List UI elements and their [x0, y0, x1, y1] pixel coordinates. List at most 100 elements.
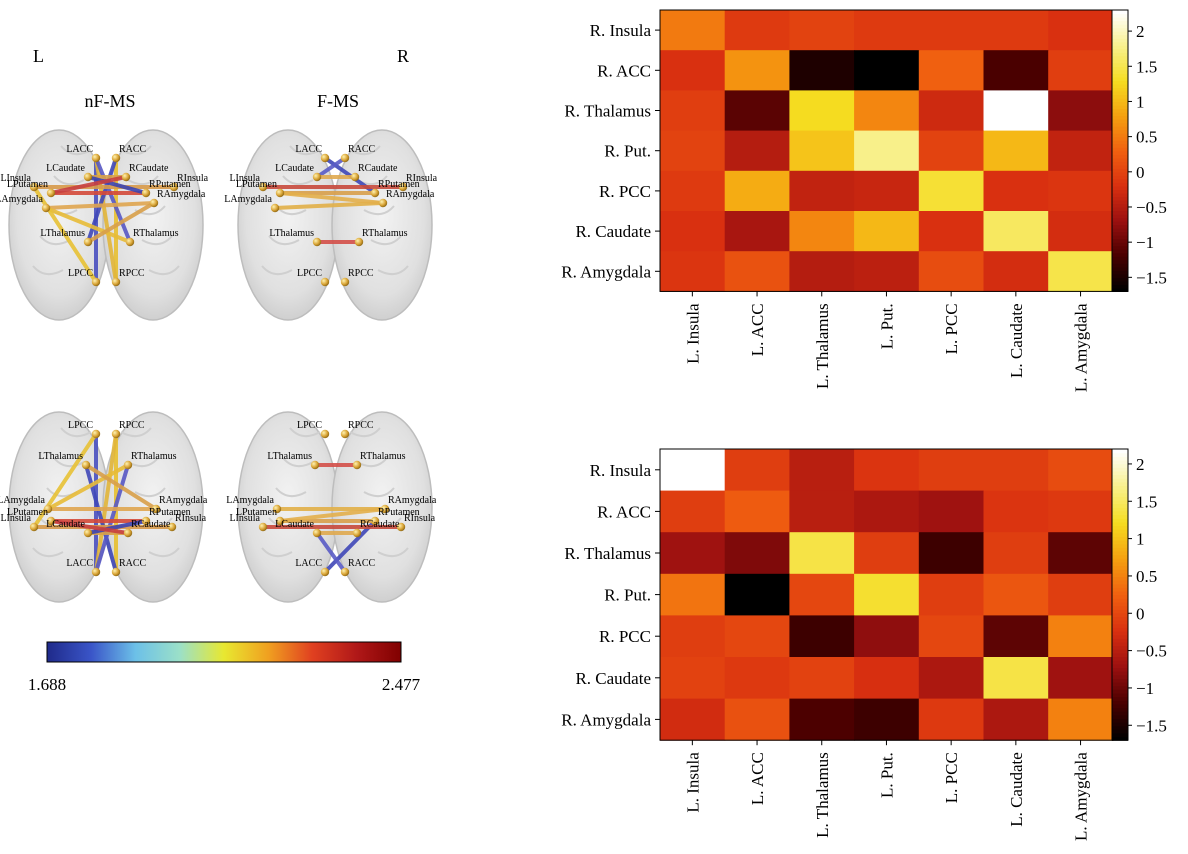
- colorbar-segment: [1112, 736, 1128, 741]
- brain-view-nf-bottom: LPCC RPCC LThalamus RThalamus LAmygdala RAmyg…: [0, 411, 208, 603]
- node-LThalamus: [81, 460, 91, 470]
- sulcus-line: [349, 145, 381, 156]
- colorbar-segment: [1112, 605, 1128, 610]
- heatmap-cell: [724, 211, 790, 252]
- node-label-LThalamus: LThalamus: [38, 451, 83, 462]
- node-RAmygdala: [378, 198, 388, 208]
- colorbar-segment: [1112, 228, 1128, 233]
- colorbar-segment: [1112, 507, 1128, 512]
- colorbar-segment: [1112, 572, 1128, 577]
- heatmap-cell: [660, 449, 726, 492]
- colorbar-segment: [1112, 489, 1128, 494]
- colorbar-segment: [1112, 667, 1128, 672]
- colorbar-segment: [1112, 707, 1128, 712]
- heatmap-cell: [983, 657, 1049, 700]
- colorbar-segment: [1112, 503, 1128, 508]
- sulcus-line: [261, 265, 293, 276]
- colorbar-segment: [1112, 203, 1128, 208]
- row-label: R. Caudate: [575, 222, 651, 241]
- heatmap-cell: [918, 211, 984, 252]
- node-LACC: [320, 567, 330, 577]
- sulcus-line: [141, 235, 173, 246]
- heatmap-panel: R. Insula R. ACC R. Thalamus R. Put. R. PCC R…: [561, 9, 1167, 841]
- colorbar-segment: [1112, 561, 1128, 567]
- colorbar-segment: [1112, 656, 1128, 661]
- colorbar-segment: [1112, 62, 1128, 67]
- heatmap-cell: [918, 573, 984, 616]
- colorbar-segment: [1112, 598, 1128, 603]
- colorbar-segment: [1112, 287, 1128, 292]
- heatmap-cell: [983, 211, 1049, 252]
- colorbar-segment: [1112, 55, 1128, 60]
- heatmap-colorbar: 2 1.5 1 0.5 0 −0.5 −1 −1.5: [1111, 9, 1167, 292]
- colorbar-segment: [1112, 20, 1128, 25]
- node-label-RPCC: RPCC: [348, 268, 374, 279]
- edge-colorbar-max: 2.477: [382, 675, 421, 694]
- node-RPCC: [111, 429, 121, 439]
- heatmap-cell: [660, 10, 726, 51]
- colorbar-segment: [1112, 97, 1128, 103]
- colorbar-segment: [1112, 277, 1128, 282]
- node-label-LCaudate: LCaudate: [275, 519, 314, 530]
- node-LThalamus: [310, 460, 320, 470]
- node-label-RInsula: RInsula: [404, 513, 436, 524]
- brain-view-nf-top: LACC RACC LCaudate RCaudate LInsula RInsula LP…: [0, 129, 209, 321]
- heatmap-cell: [854, 251, 920, 292]
- colorbar-tick-label: 0: [1136, 604, 1145, 623]
- node-RThalamus: [123, 460, 133, 470]
- node-label-LCaudate: LCaudate: [46, 163, 85, 174]
- colorbar-segment: [1112, 689, 1128, 694]
- node-label-LACC: LACC: [295, 144, 322, 155]
- heatmap-cell: [660, 170, 726, 212]
- heatmap-cell: [854, 615, 920, 658]
- heatmap-cell: [660, 211, 726, 252]
- node-RPCC: [111, 277, 121, 287]
- node-label-LAmygdala: LAmygdala: [0, 194, 44, 205]
- colorbar-segment: [1112, 104, 1128, 110]
- heatmap-cell: [983, 698, 1049, 741]
- heatmap-cell: [660, 50, 726, 91]
- sulcus-line: [120, 427, 152, 438]
- heatmap-cell: [660, 130, 726, 172]
- node-LInsula: [258, 182, 268, 192]
- edge-LPutamen-RAmygdala: [278, 191, 385, 205]
- node-label-LThalamus: LThalamus: [269, 228, 314, 239]
- node-RInsula: [167, 522, 177, 532]
- colorbar-segment: [1112, 66, 1128, 71]
- f-ms-title: F-MS: [317, 91, 359, 111]
- colorbar-segment: [1112, 224, 1128, 229]
- colorbar-tick-label: 1: [1136, 92, 1145, 111]
- colorbar-segment: [1112, 485, 1128, 490]
- heatmap-cell: [789, 130, 855, 172]
- brain-view-f-top: LACC RACC LCaudate RCaudate LInsula RInsula LP…: [224, 129, 438, 321]
- heatmap-cell: [854, 657, 920, 700]
- colorbar-tick-label: 1.5: [1136, 57, 1157, 76]
- colorbar-segment: [1112, 199, 1128, 205]
- edge-LAmygdala-RThalamus: [46, 463, 130, 511]
- node-label-LAmygdala: LAmygdala: [0, 495, 46, 506]
- heatmap-cell: [918, 615, 984, 658]
- colorbar-segment: [1112, 41, 1128, 46]
- heatmap-cell: [1048, 573, 1114, 616]
- heatmap-1: R. Insula R. ACC R. Thalamus R. Put. R. PCC R…: [561, 9, 1167, 392]
- node-label-RCaudate: RCaudate: [129, 163, 169, 174]
- colorbar-segment: [1112, 34, 1128, 39]
- heatmap-cell: [789, 211, 855, 252]
- sulcus-line: [53, 457, 85, 468]
- node-RThalamus: [352, 460, 362, 470]
- node-LPutamen: [46, 188, 56, 198]
- node-label-LThalamus: LThalamus: [267, 451, 312, 462]
- node-RACC: [111, 567, 121, 577]
- node-LInsula: [29, 522, 39, 532]
- node-label-LInsula: LInsula: [0, 173, 31, 184]
- node-RACC: [340, 153, 350, 163]
- heatmap-cell: [789, 532, 855, 575]
- colorbar-segment: [1112, 87, 1128, 92]
- colorbar-segment: [1112, 48, 1128, 53]
- heatmap-cell: [789, 490, 855, 533]
- node-label-LInsula: LInsula: [229, 173, 260, 184]
- heatmap-cell: [983, 10, 1049, 51]
- heatmap-cell: [789, 573, 855, 616]
- col-label: L. Put.: [877, 303, 896, 349]
